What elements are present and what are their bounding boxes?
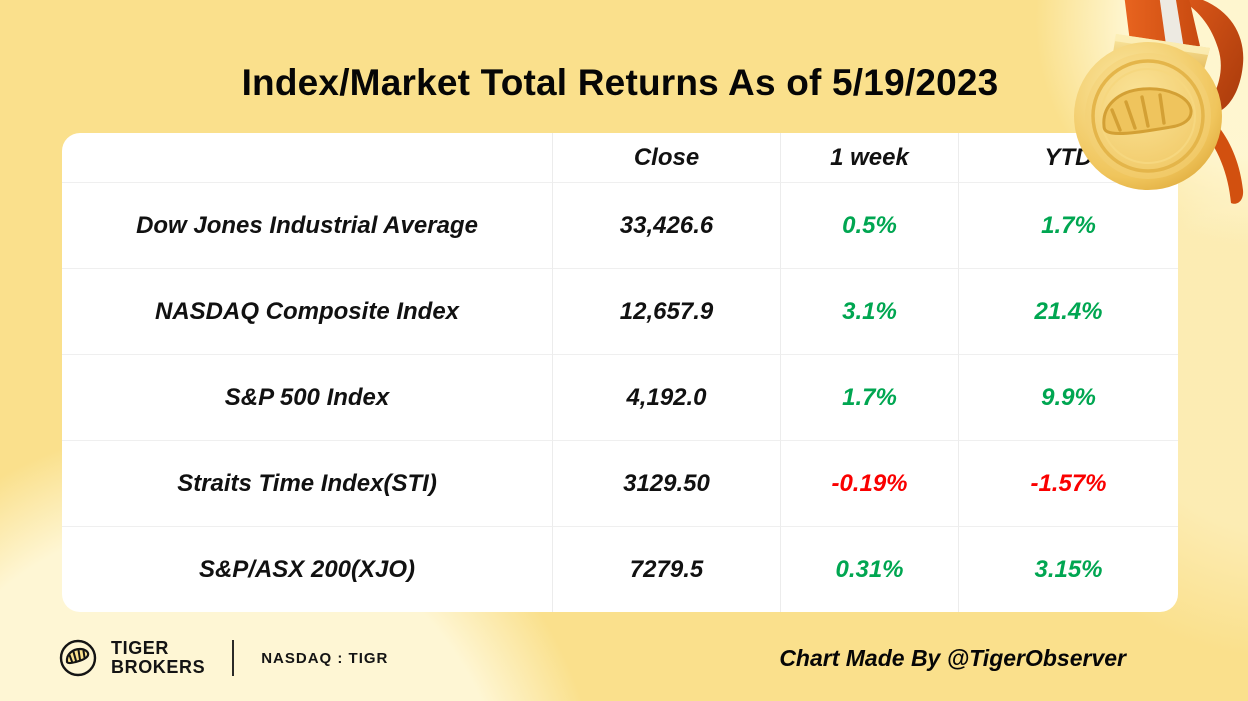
row-close: 7279.5: [552, 526, 780, 612]
tiger-paw-icon: [59, 639, 97, 677]
brand-line1: TIGER: [111, 637, 170, 658]
chart-credit: Chart Made By @TigerObserver: [779, 644, 1126, 671]
row-1week-change: -0.19%: [780, 440, 958, 526]
row-ytd-change: 21.4%: [958, 268, 1178, 354]
returns-table: Close 1 week YTD Dow Jones Industrial Av…: [62, 133, 1178, 612]
row-ytd-change: 1.7%: [958, 182, 1178, 268]
brand-name: TIGER BROKERS: [111, 637, 206, 678]
row-close: 33,426.6: [552, 182, 780, 268]
row-name: S&P 500 Index: [62, 354, 552, 440]
col-header-1week: 1 week: [780, 133, 958, 182]
col-header-blank: [62, 133, 552, 182]
row-1week-change: 0.31%: [780, 526, 958, 612]
row-close: 12,657.9: [552, 268, 780, 354]
row-1week-change: 3.1%: [780, 268, 958, 354]
footer: TIGER BROKERS NASDAQ : TIGR Chart Made B…: [0, 630, 1248, 686]
tiger-brokers-brand: TIGER BROKERS NASDAQ : TIGR: [58, 638, 388, 678]
row-ytd-change: 3.15%: [958, 526, 1178, 612]
brand-line2: BROKERS: [111, 657, 206, 677]
page-title: Index/Market Total Returns As of 5/19/20…: [241, 62, 999, 103]
row-ytd-change: 9.9%: [958, 354, 1178, 440]
row-name: Dow Jones Industrial Average: [62, 182, 552, 268]
row-name: Straits Time Index(STI): [62, 440, 552, 526]
row-name: S&P/ASX 200(XJO): [62, 526, 552, 612]
row-name: NASDAQ Composite Index: [62, 268, 552, 354]
row-close: 3129.50: [552, 440, 780, 526]
gold-medal-icon: [1074, 0, 1244, 204]
nasdaq-ticker: NASDAQ : TIGR: [261, 649, 389, 667]
row-close: 4,192.0: [552, 354, 780, 440]
row-ytd-change: -1.57%: [958, 440, 1178, 526]
row-1week-change: 1.7%: [780, 354, 958, 440]
col-header-close: Close: [552, 133, 780, 182]
row-1week-change: 0.5%: [780, 182, 958, 268]
brand-divider: [232, 640, 235, 676]
